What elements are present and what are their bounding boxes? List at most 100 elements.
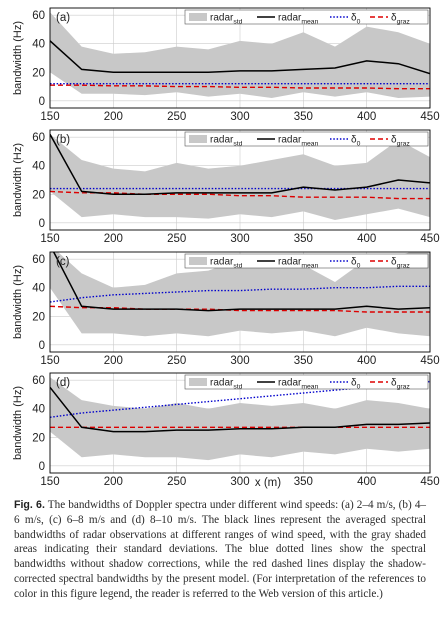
legend-std-swatch	[189, 135, 207, 143]
plot-area	[50, 252, 430, 337]
x-tick-label: 450	[420, 355, 439, 367]
panel-label: (b)	[56, 134, 70, 146]
legend-deltag-label: δgraz	[391, 13, 410, 26]
y-axis-label: bandwidth (Hz)	[12, 265, 24, 339]
y-axis-label: bandwidth (Hz)	[12, 386, 24, 460]
mean-line	[50, 40, 430, 75]
y-tick-label: 0	[39, 340, 45, 352]
x-tick-label: 450	[420, 233, 439, 245]
x-tick-label: 150	[40, 476, 59, 488]
legend: radarstd radarmean δ0 δgraz	[184, 131, 429, 148]
y-tick-label: 60	[32, 375, 45, 387]
panel-label: (d)	[56, 377, 70, 389]
y-tick-label: 20	[32, 311, 45, 323]
x-tick-label: 450	[420, 111, 439, 123]
x-tick-label: 300	[230, 111, 249, 123]
y-tick-label: 40	[32, 39, 45, 51]
x-tick-label: 250	[167, 233, 186, 245]
deltag-line	[50, 190, 430, 200]
legend-deltag-label: δgraz	[391, 257, 410, 270]
x-tick-label: 300	[230, 355, 249, 367]
x-tick-label: 400	[357, 233, 376, 245]
panel-d: 0 20 40 60 150 200 250 300 350 400 450 bandwidth (H…	[12, 372, 440, 489]
x-tick-label: 400	[357, 355, 376, 367]
std-band	[50, 377, 430, 461]
panel-a: 0 20 40 60 150 200 250 300 350 400 450 bandwidth (H…	[12, 7, 440, 123]
x-tick-label: 400	[357, 111, 376, 123]
panel-label: (c)	[56, 256, 70, 268]
legend-std-label: radarstd	[210, 378, 243, 391]
x-tick-label: 150	[40, 233, 59, 245]
axes-frame	[49, 129, 431, 231]
caption-text: The bandwidths of Doppler spectra under …	[14, 499, 427, 600]
axes-frame	[49, 251, 431, 353]
deltag-line	[50, 305, 430, 313]
legend-std-swatch	[189, 257, 207, 265]
y-tick-label: 40	[32, 404, 45, 416]
x-tick-label: 250	[167, 476, 186, 488]
legend: radarstd radarmean δ0 δgraz	[184, 374, 429, 391]
x-tick-label: 350	[294, 111, 313, 123]
y-tick-label: 60	[32, 132, 45, 144]
caption-label: Fig. 6.	[14, 499, 45, 511]
legend-box	[184, 9, 429, 25]
std-band	[50, 134, 430, 220]
x-tick-label: 350	[294, 233, 313, 245]
legend-box	[184, 374, 429, 390]
x-tick-label: 150	[40, 111, 59, 123]
legend-mean-label: radarmean	[278, 257, 319, 270]
x-tick-label: 200	[104, 233, 123, 245]
x-tick-label: 200	[104, 476, 123, 488]
y-tick-label: 0	[39, 96, 45, 108]
legend-delta0-label: δ0	[351, 257, 361, 270]
mean-line	[50, 386, 430, 433]
x-tick-label: 250	[167, 355, 186, 367]
legend: radarstd radarmean δ0 δgraz	[184, 9, 429, 26]
x-tick-label: 350	[294, 476, 313, 488]
legend-delta0-label: δ0	[351, 378, 361, 391]
y-axis-label: bandwidth (Hz)	[12, 21, 24, 95]
y-tick-label: 40	[32, 161, 45, 173]
legend-std-swatch	[189, 378, 207, 386]
legend-delta0-label: δ0	[351, 135, 361, 148]
axes-frame	[49, 372, 431, 474]
delta0-line	[50, 285, 430, 303]
std-band	[50, 252, 430, 337]
y-tick-label: 0	[39, 461, 45, 473]
deltag-line	[50, 84, 430, 90]
y-axis-label: bandwidth (Hz)	[12, 143, 24, 217]
legend-deltag-label: δgraz	[391, 135, 410, 148]
legend-std-label: radarstd	[210, 135, 243, 148]
y-tick-label: 20	[32, 189, 45, 201]
plot-area	[50, 133, 430, 220]
x-axis-label: x (m)	[255, 477, 281, 489]
x-tick-label: 300	[230, 233, 249, 245]
mean-line	[50, 133, 430, 196]
x-tick-label: 200	[104, 355, 123, 367]
legend-mean-label: radarmean	[278, 135, 319, 148]
legend-mean-label: radarmean	[278, 378, 319, 391]
y-tick-label: 60	[32, 10, 45, 22]
y-tick-label: 60	[32, 254, 45, 266]
std-band	[50, 12, 430, 99]
panel-label: (a)	[56, 12, 70, 24]
figure-caption: Fig. 6. The bandwidths of Doppler spectr…	[14, 498, 426, 602]
x-tick-label: 400	[357, 476, 376, 488]
x-tick-label: 200	[104, 111, 123, 123]
legend: radarstd radarmean δ0 δgraz	[184, 253, 429, 270]
x-tick-label: 300	[230, 476, 249, 488]
y-tick-label: 0	[39, 218, 45, 230]
panel-c: 0 20 40 60 150 200 250 300 350 400 450 bandwidth (H…	[12, 251, 440, 367]
x-tick-label: 450	[420, 476, 439, 488]
y-tick-label: 20	[32, 67, 45, 79]
legend-deltag-label: δgraz	[391, 378, 410, 391]
legend-mean-label: radarmean	[278, 13, 319, 26]
legend-std-label: radarstd	[210, 257, 243, 270]
y-tick-label: 20	[32, 432, 45, 444]
legend-delta0-label: δ0	[351, 13, 361, 26]
legend-box	[184, 131, 429, 147]
panel-b: 0 20 40 60 150 200 250 300 350 400 450 bandwidth (H…	[12, 129, 440, 245]
legend-std-swatch	[189, 13, 207, 21]
x-tick-label: 250	[167, 111, 186, 123]
